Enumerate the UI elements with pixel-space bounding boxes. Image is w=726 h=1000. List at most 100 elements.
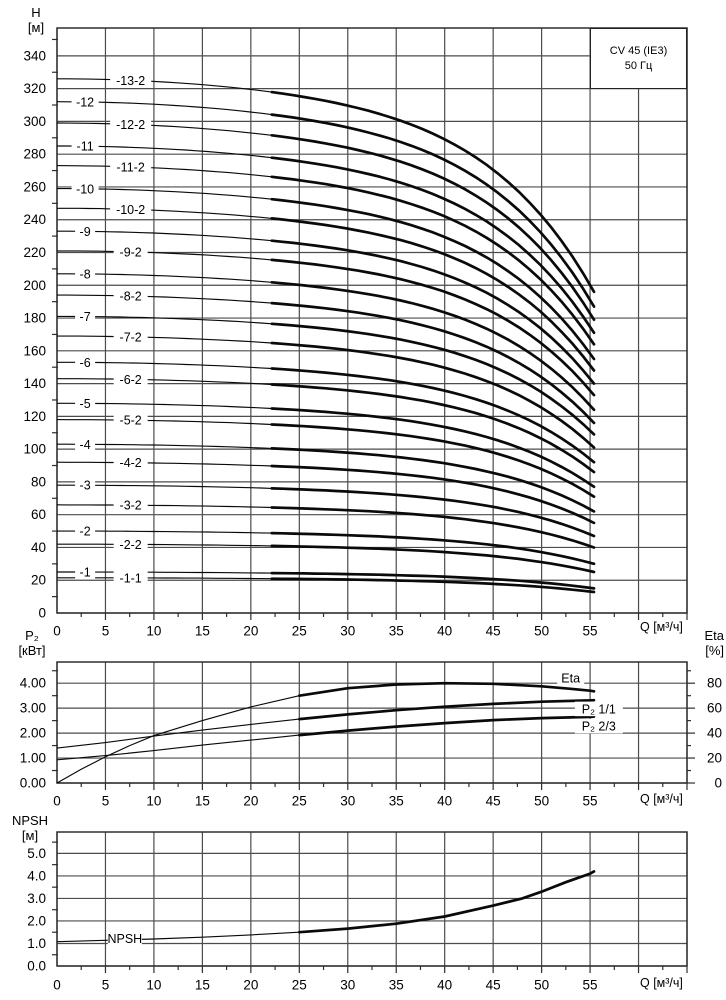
curve-label: -10-2 — [116, 203, 145, 217]
x-tick-label: 30 — [340, 624, 355, 639]
y-tick-label: 280 — [23, 147, 46, 162]
x-tick-label: 35 — [389, 624, 404, 639]
curve-label: -12-2 — [116, 118, 145, 132]
curve-bold — [270, 487, 596, 538]
curve-bold — [270, 133, 596, 322]
x-tick-label: 45 — [486, 624, 501, 639]
curve-label-bg — [75, 477, 96, 493]
head-ticks — [52, 38, 688, 620]
curve-label-bg — [110, 202, 152, 217]
x-tick-label: 20 — [243, 978, 258, 993]
curve-bold — [270, 544, 596, 574]
power_eta-y-tick-labels: 0.00 1.00 2.00 3.00 4.00 — [20, 676, 46, 791]
curve-label-bg — [71, 181, 99, 197]
curve-label-bg — [75, 355, 96, 370]
head-x-axis-title: Q [м³/ч] — [640, 620, 683, 634]
curve-label: Eta — [561, 671, 580, 685]
eta-tick-label: 20 — [707, 751, 722, 766]
curve-label: -6-2 — [120, 373, 142, 387]
power-y-axis-symbol: P₂ — [25, 628, 39, 643]
curve-bold — [270, 447, 596, 513]
x-tick-label: 0 — [53, 794, 61, 809]
curve-bold — [270, 301, 596, 425]
power_eta-x-tick-labels: 0 5 10 15 20 25 30 35 40 45 50 55 — [53, 794, 597, 809]
curve-bold — [270, 341, 596, 449]
head-y-axis-symbol: H — [31, 5, 41, 20]
curve-bold — [270, 156, 596, 335]
x-tick-label: 10 — [146, 978, 161, 993]
curve-label-bg — [557, 670, 585, 686]
curve-label: -12 — [76, 95, 94, 109]
curve-label-bg — [574, 718, 623, 734]
head-grid — [56, 27, 688, 614]
x-tick-label: 40 — [437, 624, 452, 639]
y-tick-label: 0.0 — [27, 959, 46, 974]
x-tick-label: 45 — [486, 978, 501, 993]
x-tick-label: 20 — [243, 624, 258, 639]
curve-label: P₂ 2/3 — [582, 720, 616, 734]
x-tick-label: 25 — [292, 978, 307, 993]
x-tick-label: 15 — [195, 624, 210, 639]
y-tick-label: 180 — [23, 311, 46, 326]
y-tick-label: 80 — [31, 474, 46, 489]
y-tick-label: 220 — [23, 245, 46, 260]
y-tick-label: 300 — [23, 114, 46, 129]
y-tick-label: 260 — [23, 179, 46, 194]
y-tick-label: 40 — [31, 540, 46, 555]
curve-bold — [270, 217, 596, 372]
curve-label: -6 — [80, 356, 91, 370]
curve-label-bg — [113, 329, 148, 345]
curve-label-bg — [75, 437, 96, 452]
y-tick-label: 2.00 — [20, 726, 46, 741]
curve-label: -1-1 — [120, 571, 142, 585]
y-tick-label: 4.00 — [20, 676, 46, 691]
x-tick-label: 5 — [102, 624, 110, 639]
power-curves-bold — [297, 681, 596, 737]
curve-label-bg — [113, 537, 148, 552]
curve-label: -10 — [76, 182, 94, 196]
x-tick-label: 50 — [534, 624, 549, 639]
x-tick-label: 15 — [195, 978, 210, 993]
x-tick-label: 35 — [389, 978, 404, 993]
curve-label-bg — [110, 117, 152, 132]
head-y-tick-labels: 0 20 40 60 80 100 120 140 160 180 200 220 240 260 280 3… — [23, 48, 46, 620]
curve-label-bg — [113, 412, 148, 428]
curve-bold — [297, 681, 596, 698]
head-y-axis-title: H [м] — [14, 5, 58, 35]
x-tick-label: 45 — [486, 794, 501, 809]
npsh-ticks — [52, 841, 688, 973]
curve-label: -5-2 — [120, 414, 142, 428]
curve-bold — [270, 464, 596, 525]
head-curves-bold — [270, 90, 596, 594]
curve-label-bg — [75, 523, 96, 539]
y-tick-label: 320 — [23, 81, 46, 96]
curve-label: -11-2 — [117, 160, 145, 174]
curve-bold — [297, 870, 596, 934]
y-tick-label: 120 — [23, 409, 46, 424]
curve-label: -2 — [80, 525, 91, 539]
y-tick-label: 3.00 — [20, 701, 46, 716]
curve-label-bg — [75, 309, 96, 324]
x-tick-label: 40 — [437, 794, 452, 809]
npsh-curve-labels: NPSH — [107, 931, 142, 946]
npsh-x-axis-title: Q [м³/ч] — [640, 976, 683, 990]
x-tick-label: 55 — [583, 624, 598, 639]
x-tick-label: 5 — [102, 978, 110, 993]
x-tick-label: 55 — [583, 794, 598, 809]
curve-bold — [270, 407, 596, 489]
x-tick-label: 50 — [534, 794, 549, 809]
curve-bold — [270, 239, 596, 385]
power_eta-ticks — [52, 670, 688, 790]
x-tick-label: 25 — [292, 624, 307, 639]
x-tick-label: 40 — [437, 978, 452, 993]
curve-label-bg — [75, 224, 96, 239]
eta-right-axis: 0 20 40 60 80 — [687, 670, 722, 791]
npsh-y-axis-title: NPSH [м] — [4, 813, 56, 843]
eta-tick-label: 80 — [707, 676, 722, 691]
npsh-y-tick-labels: 0.0 1.0 2.0 3.0 4.0 5.0 — [27, 846, 46, 974]
curve-label: -1 — [80, 566, 91, 580]
curve-label: P₂ 1/1 — [582, 702, 616, 716]
curve-bold — [270, 113, 596, 308]
